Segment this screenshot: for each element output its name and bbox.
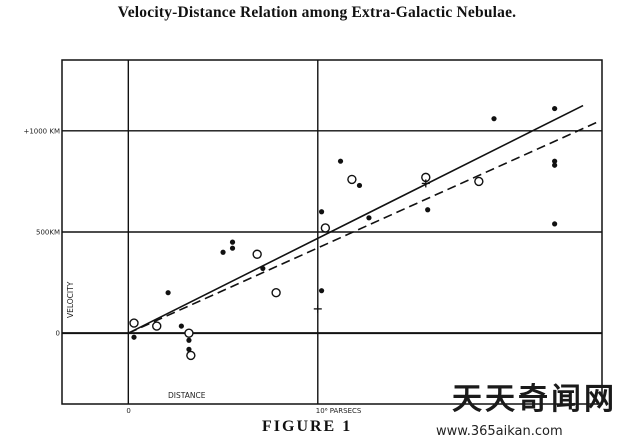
open-point	[474, 176, 484, 187]
filled-point	[131, 334, 137, 340]
filled-point	[491, 116, 497, 122]
filled-point	[552, 221, 558, 227]
filled-point	[337, 158, 344, 164]
filled-point	[178, 323, 184, 329]
cross-marker	[421, 179, 430, 188]
data-points	[129, 105, 558, 361]
filled-point	[318, 209, 325, 215]
watermark-logo: 天天奇闻网	[452, 382, 617, 417]
open-point	[186, 350, 196, 361]
y-tick-label: +1000 KM	[23, 127, 60, 135]
filled-point	[552, 162, 558, 168]
filled-point	[186, 346, 192, 352]
open-point	[129, 318, 139, 328]
annotations	[313, 179, 430, 313]
dashed-fit-line	[127, 120, 599, 334]
filled-point	[366, 215, 372, 221]
x-axis-label: DISTANCE	[168, 391, 206, 400]
open-point	[320, 223, 331, 233]
filled-point	[229, 245, 236, 251]
filled-point	[552, 158, 558, 164]
open-point	[347, 174, 357, 185]
y-tick-label: 500KM	[36, 229, 60, 237]
filled-point	[318, 288, 325, 294]
filled-point	[165, 290, 171, 296]
open-point	[184, 328, 194, 338]
filled-point	[356, 182, 363, 189]
x-tick-label: 0	[126, 407, 130, 415]
open-point	[152, 321, 162, 331]
solid-fit-line	[127, 104, 584, 334]
cross-marker	[313, 304, 322, 313]
filled-point	[229, 239, 236, 245]
chart-title: Velocity-Distance Relation among Extra-G…	[117, 4, 517, 21]
filled-point	[552, 105, 558, 112]
filled-point	[186, 337, 192, 343]
x-tick-label: 10⁶ PARSECS	[316, 407, 362, 415]
filled-point	[425, 207, 431, 213]
y-axis-label: VELOCITY	[66, 281, 75, 318]
tick-labels: 0 10⁶ PARSECS 0 500KM +1000 KM	[23, 127, 361, 415]
filled-point	[220, 249, 226, 255]
open-point	[252, 249, 262, 259]
y-tick-label: 0	[56, 330, 60, 338]
open-point	[271, 288, 281, 298]
figure-caption: FIGURE 1	[262, 418, 353, 435]
fit-lines	[127, 104, 599, 334]
watermark-url: www.365aikan.com	[436, 424, 563, 439]
filled-point	[260, 265, 266, 272]
